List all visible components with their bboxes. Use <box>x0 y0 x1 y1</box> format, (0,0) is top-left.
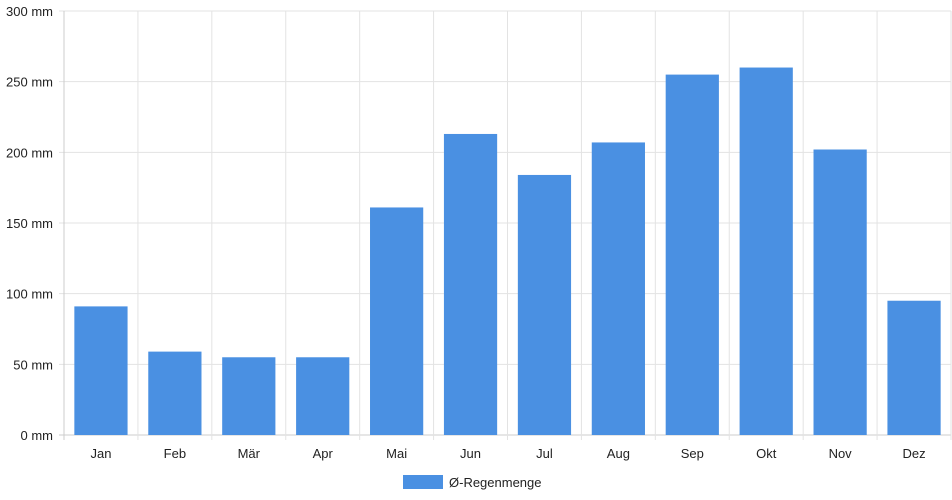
x-tick-label: Mär <box>238 446 261 461</box>
y-tick-label: 200 mm <box>6 145 53 160</box>
x-tick-label: Jan <box>90 446 111 461</box>
bar-Apr[interactable] <box>296 357 350 435</box>
y-tick-label: 50 mm <box>13 357 53 372</box>
bar-Okt[interactable] <box>739 67 793 436</box>
x-tick-label: Sep <box>681 446 704 461</box>
x-tick-label: Apr <box>313 446 334 461</box>
bar-Mär[interactable] <box>222 357 276 435</box>
x-tick-label: Jun <box>460 446 481 461</box>
x-tick-label: Feb <box>164 446 186 461</box>
x-tick-label: Dez <box>902 446 925 461</box>
y-axis-ticks: 0 mm 50 mm 100 mm 150 mm 200 mm 250 mm 300 mm <box>6 4 53 443</box>
bar-Mai[interactable] <box>370 207 424 435</box>
bars <box>74 67 941 436</box>
bar-Nov[interactable] <box>813 149 867 436</box>
y-tick-label: 0 mm <box>21 428 54 443</box>
y-tick-label: 300 mm <box>6 4 53 19</box>
bar-Aug[interactable] <box>591 142 645 435</box>
x-axis-ticks: Jan Feb Mär Apr Mai Jun Jul Aug Sep Okt Nov Dez <box>90 446 925 461</box>
x-tick-label: Mai <box>386 446 407 461</box>
x-tick-label: Nov <box>829 446 853 461</box>
legend[interactable]: Ø-Regenmenge <box>403 473 542 491</box>
legend-label: Ø-Regenmenge <box>449 474 542 490</box>
y-tick-label: 100 mm <box>6 287 53 302</box>
y-tick-label: 250 mm <box>6 75 53 90</box>
grid-lines <box>59 10 952 440</box>
bar-Jan[interactable] <box>74 306 128 435</box>
bar-Jul[interactable] <box>517 174 572 436</box>
x-tick-label: Aug <box>607 446 630 461</box>
legend-swatch <box>403 475 443 489</box>
bar-Jun[interactable] <box>443 133 498 435</box>
y-tick-label: 150 mm <box>6 216 53 231</box>
bar-Sep[interactable] <box>665 74 719 435</box>
x-tick-label: Jul <box>536 446 553 461</box>
bar-Feb[interactable] <box>148 351 202 435</box>
x-tick-label: Okt <box>756 446 777 461</box>
bar-Dez[interactable] <box>887 300 941 435</box>
